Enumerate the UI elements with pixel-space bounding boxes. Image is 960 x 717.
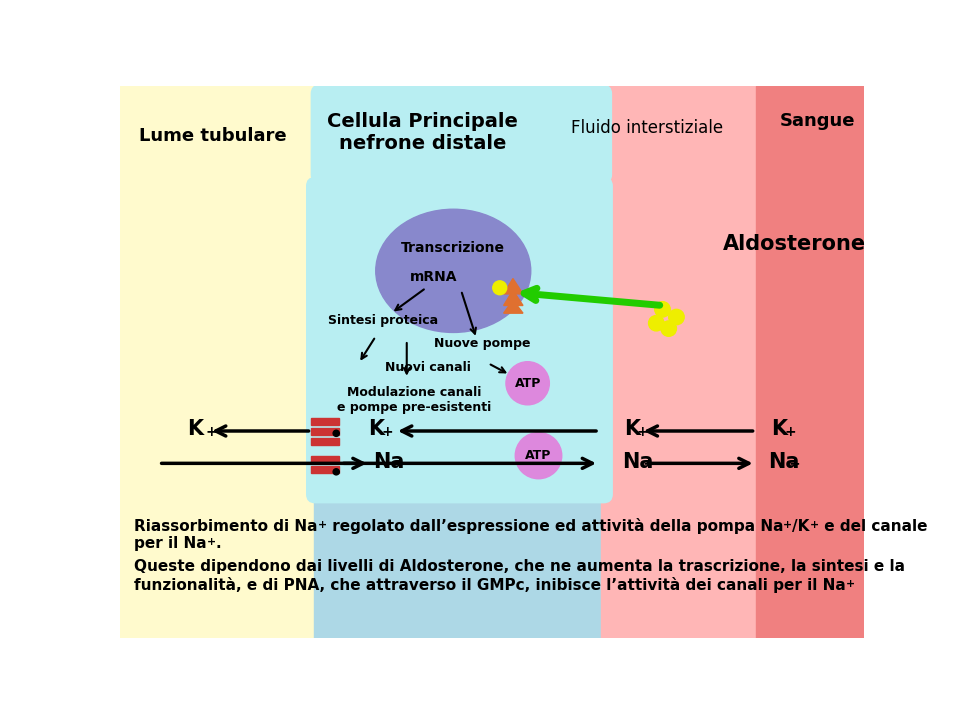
Bar [601, 86, 756, 638]
Polygon shape [504, 290, 523, 305]
Text: Lume tubulare: Lume tubulare [139, 127, 287, 145]
Text: K: K [368, 419, 384, 440]
Circle shape [649, 315, 664, 331]
Text: Fluido interstiziale: Fluido interstiziale [571, 120, 723, 138]
Text: e del canale: e del canale [819, 519, 927, 534]
Text: Na: Na [768, 452, 800, 472]
Text: funzionalità, e di PNA, che attraverso il GMPc, inibisce l’attività dei canali p: funzionalità, e di PNA, che attraverso i… [134, 577, 846, 594]
Text: Na: Na [373, 452, 405, 472]
Text: +: + [846, 579, 854, 589]
Circle shape [492, 281, 507, 295]
FancyBboxPatch shape [306, 177, 612, 503]
Text: +: + [205, 425, 217, 439]
Text: mRNA: mRNA [410, 270, 458, 284]
Text: +: + [809, 520, 819, 530]
Text: Sintesi proteica: Sintesi proteica [328, 314, 439, 328]
Text: Na: Na [622, 452, 654, 472]
Circle shape [506, 361, 549, 405]
Text: +: + [394, 457, 405, 471]
Text: Riassorbimento di Na: Riassorbimento di Na [134, 519, 318, 534]
Bar [311, 467, 339, 473]
Bar [311, 438, 339, 445]
Bar [311, 418, 339, 425]
Bar [311, 428, 339, 435]
Circle shape [669, 309, 684, 325]
Text: +: + [642, 457, 654, 471]
Text: +: + [783, 520, 792, 530]
Text: .: . [216, 536, 222, 551]
Text: Transcrizione: Transcrizione [401, 241, 505, 255]
Text: /K: /K [792, 519, 809, 534]
Circle shape [333, 430, 339, 437]
Text: Nuove pompe: Nuove pompe [435, 338, 531, 351]
Text: Nuovi canali: Nuovi canali [385, 361, 471, 374]
Text: Aldosterone: Aldosterone [723, 234, 866, 254]
Text: per il Na: per il Na [134, 536, 206, 551]
Polygon shape [504, 278, 523, 294]
FancyBboxPatch shape [311, 85, 612, 184]
Text: K: K [771, 419, 787, 440]
Bar [120, 86, 314, 638]
Text: ATP: ATP [515, 376, 540, 390]
Text: +: + [784, 425, 796, 439]
Ellipse shape [375, 209, 531, 333]
Circle shape [655, 302, 670, 317]
Text: K: K [624, 419, 640, 440]
Text: Modulazione canali
e pompe pre-esistenti: Modulazione canali e pompe pre-esistenti [337, 386, 492, 414]
Text: Sangue: Sangue [780, 112, 855, 130]
Text: Cellula Principale
nefrone distale: Cellula Principale nefrone distale [326, 112, 517, 153]
Circle shape [660, 321, 677, 336]
Text: +: + [381, 425, 393, 439]
Text: +: + [206, 537, 216, 547]
Text: +: + [636, 425, 649, 439]
Bar [756, 86, 864, 638]
Bar [311, 455, 339, 462]
Text: Queste dipendono dai livelli di Aldosterone, che ne aumenta la trascrizione, la : Queste dipendono dai livelli di Aldoster… [134, 559, 905, 574]
Polygon shape [504, 300, 523, 313]
Text: +: + [788, 457, 800, 471]
Text: regolato dall’espressione ed attività della pompa Na: regolato dall’espressione ed attività de… [326, 518, 783, 534]
Circle shape [516, 432, 562, 479]
Text: K: K [187, 419, 204, 440]
Text: +: + [318, 520, 326, 530]
Circle shape [333, 469, 339, 475]
Bar [314, 86, 601, 638]
Text: ATP: ATP [525, 449, 552, 462]
